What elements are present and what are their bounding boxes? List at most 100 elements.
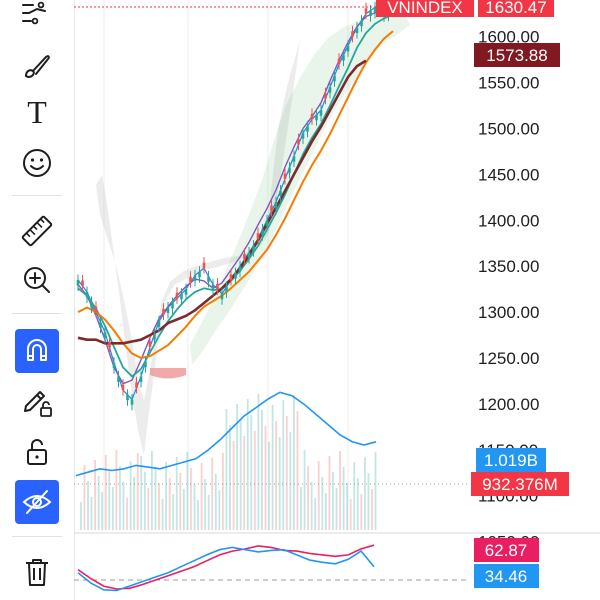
volume-bar	[332, 472, 334, 530]
candle-body	[193, 275, 197, 281]
unlock-icon	[27, 439, 47, 465]
tool-ruler[interactable]	[12, 209, 62, 253]
candle-body	[157, 321, 161, 327]
volume-bar	[271, 405, 274, 530]
candle-body	[283, 173, 287, 180]
volume-bar	[346, 483, 349, 530]
volume-bar	[275, 421, 278, 530]
price-tick-label: 1450.00	[478, 165, 539, 184]
candle-body	[220, 293, 224, 300]
low-marker	[150, 368, 186, 379]
tool-hide-drawings[interactable]	[15, 480, 59, 524]
volume-bar	[243, 436, 246, 530]
candle-body	[108, 341, 111, 348]
candle-body	[319, 110, 323, 116]
tool-emoji[interactable]	[12, 141, 62, 185]
volume-bar	[211, 458, 214, 530]
candle-body	[171, 302, 174, 309]
volume-bar	[356, 478, 359, 530]
price-tick-label: 1350.00	[478, 257, 539, 276]
chart-area[interactable]: 1600.00 1550.00 1500.00 1450.00 1400.00 1350.…	[74, 0, 600, 600]
tool-brush[interactable]	[12, 44, 62, 88]
candle-body	[130, 399, 134, 405]
volume-bar	[168, 478, 171, 530]
volume-bar	[349, 499, 352, 530]
volume-bar	[360, 494, 363, 530]
tool-lock-drawings[interactable]	[12, 381, 62, 425]
volume-bar	[143, 472, 146, 530]
volume-bar	[257, 394, 260, 530]
volume-bar	[207, 495, 210, 530]
volume-bar	[229, 425, 231, 530]
candle-body	[288, 167, 291, 174]
candle-body	[315, 114, 318, 121]
volume-bar	[246, 399, 249, 530]
volume-bar	[90, 497, 93, 530]
candle-body	[202, 262, 206, 269]
candle-body	[103, 332, 107, 338]
candle-body	[247, 252, 251, 258]
magnet-icon	[27, 339, 47, 361]
volume-bar	[204, 479, 207, 530]
candle-body	[135, 382, 138, 388]
volume-bar	[214, 474, 217, 530]
cloud-area-green	[190, 12, 410, 365]
candle-body	[162, 308, 165, 315]
volume-bar	[172, 494, 175, 530]
tool-indicators[interactable]	[12, 0, 62, 36]
candle-body	[279, 190, 282, 196]
volume-ma-tag-bg	[476, 448, 546, 472]
candle-body	[166, 307, 170, 314]
tool-zoom-in[interactable]	[12, 258, 62, 302]
chart-canvas[interactable]: 1600.00 1550.00 1500.00 1450.00 1400.00 1350.…	[74, 0, 600, 600]
volume-bar	[285, 416, 288, 530]
volume-bar	[239, 420, 242, 530]
volume-bar	[261, 410, 263, 530]
candle-body	[297, 139, 300, 145]
volume-bar	[289, 432, 292, 530]
volume-bar	[253, 431, 256, 530]
candle-body	[310, 113, 314, 120]
volume-bar	[364, 457, 366, 530]
tool-unlock[interactable]	[12, 430, 62, 474]
candle-body	[306, 126, 309, 132]
candle-body	[301, 133, 305, 139]
tool-magnet[interactable]	[15, 329, 59, 373]
volume-label: 932.376M	[482, 475, 558, 494]
candle-body	[355, 27, 359, 34]
volume-bar	[151, 451, 153, 530]
volume-bar	[186, 452, 189, 530]
volume-bar	[293, 395, 295, 530]
indicator-value-1: 62.87	[485, 541, 528, 560]
candle-body	[270, 205, 273, 212]
volume-bar	[353, 462, 356, 530]
ma-value-label: 1573.88	[486, 46, 547, 65]
toolbar-divider	[12, 195, 62, 196]
candle-body	[234, 273, 237, 279]
volume-bar	[147, 488, 150, 530]
price-series-line	[77, 10, 394, 385]
indicators-icon	[22, 1, 46, 25]
candle-body	[211, 284, 215, 291]
candle-body	[144, 361, 147, 368]
tool-text[interactable]: T	[12, 90, 62, 134]
ruler-icon	[21, 215, 53, 247]
indicator-2-tag-bg	[474, 564, 539, 588]
last-price-tag-bg	[478, 0, 554, 17]
volume-tag-bg	[471, 472, 569, 496]
volume-bar	[136, 453, 139, 530]
volume-bars	[80, 394, 377, 530]
volume-bar	[314, 498, 317, 530]
candle-body	[252, 245, 255, 252]
trash-icon	[26, 559, 48, 586]
candle-body	[99, 322, 102, 328]
price-series-line	[77, 30, 394, 359]
zoom-in-icon	[24, 267, 50, 293]
tool-delete[interactable]	[12, 550, 62, 594]
candle-body	[328, 87, 332, 93]
volume-bar	[158, 483, 160, 530]
volume-bar	[104, 455, 107, 530]
candle-body	[364, 8, 368, 14]
volume-bar	[193, 484, 196, 530]
volume-bar	[264, 426, 267, 530]
